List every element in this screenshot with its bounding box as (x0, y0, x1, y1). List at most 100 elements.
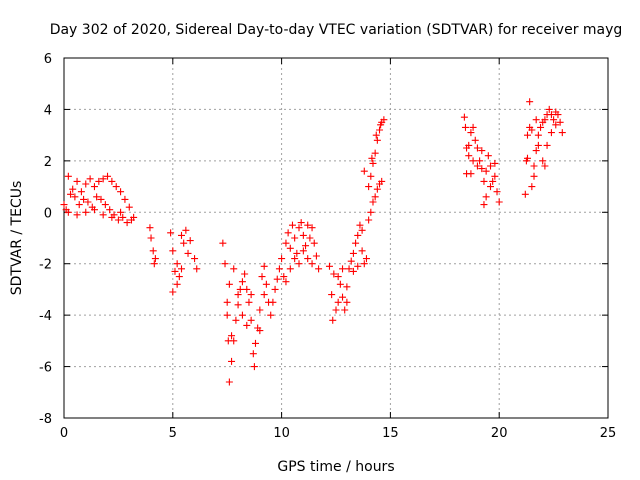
data-point (378, 177, 386, 185)
data-point (71, 193, 79, 201)
data-point (147, 234, 155, 242)
data-point (173, 260, 181, 268)
data-point (223, 311, 231, 319)
data-point (186, 237, 194, 245)
data-point (284, 229, 292, 237)
data-point (247, 316, 255, 324)
data-point (121, 195, 129, 203)
x-tick-label: 5 (169, 426, 177, 441)
data-point (286, 265, 294, 273)
data-point (269, 298, 277, 306)
y-tick-label: -8 (39, 412, 52, 427)
data-point (234, 291, 242, 299)
data-point (469, 157, 477, 165)
data-point (376, 126, 384, 134)
data-point (293, 249, 301, 257)
data-point (243, 285, 251, 293)
data-point (530, 172, 538, 180)
data-point (547, 129, 555, 137)
data-point (537, 123, 545, 131)
data-point (308, 260, 316, 268)
data-point (362, 255, 370, 263)
data-point (558, 129, 566, 137)
y-tick-label: -2 (39, 258, 52, 273)
y-tick-label: -4 (39, 309, 52, 324)
data-point (73, 177, 81, 185)
data-point (547, 111, 555, 119)
data-point (243, 321, 251, 329)
data-point (302, 242, 310, 250)
x-tick-label: 10 (273, 426, 290, 441)
data-point (545, 105, 553, 113)
data-point (171, 267, 179, 275)
data-point (282, 239, 290, 247)
data-point (463, 170, 471, 178)
data-point (297, 219, 305, 227)
data-point (332, 306, 340, 314)
data-point (125, 203, 133, 211)
data-point (330, 270, 338, 278)
data-point (360, 260, 368, 268)
data-point (119, 213, 127, 221)
data-point (275, 265, 283, 273)
data-point (526, 123, 534, 131)
data-point (234, 301, 242, 309)
data-point (495, 198, 503, 206)
data-point (543, 141, 551, 149)
y-tick-label: -6 (39, 361, 52, 376)
data-point (336, 280, 344, 288)
data-point (310, 239, 318, 247)
data-point (308, 224, 316, 232)
data-point (460, 113, 468, 121)
data-point (534, 131, 542, 139)
data-point (288, 221, 296, 229)
data-point (532, 116, 540, 124)
data-point (478, 147, 486, 155)
data-point (339, 293, 347, 301)
data-point (467, 129, 475, 137)
data-point (260, 262, 268, 270)
data-point (238, 278, 246, 286)
data-point (349, 249, 357, 257)
data-point (367, 208, 375, 216)
data-point (482, 167, 490, 175)
data-point (236, 285, 244, 293)
data-point (358, 247, 366, 255)
data-point (117, 188, 125, 196)
data-point (221, 260, 229, 268)
x-tick-label: 0 (60, 426, 68, 441)
data-point (486, 183, 494, 191)
data-point (178, 265, 186, 273)
data-point (282, 278, 290, 286)
data-point (482, 193, 490, 201)
data-point (146, 224, 154, 232)
data-point (365, 183, 373, 191)
data-point (541, 162, 549, 170)
data-point (341, 306, 349, 314)
data-point (473, 144, 481, 152)
chart-title: Day 302 of 2020, Sidereal Day-to-day VTE… (50, 22, 623, 38)
data-point (291, 255, 299, 263)
data-point (167, 229, 175, 237)
data-point (249, 350, 257, 358)
data-point (539, 157, 547, 165)
data-point (175, 273, 183, 281)
data-point (523, 131, 531, 139)
data-point (223, 298, 231, 306)
data-point (73, 211, 81, 219)
data-point (104, 172, 112, 180)
data-point (271, 285, 279, 293)
data-point (247, 291, 255, 299)
data-point (180, 239, 188, 247)
data-point (345, 265, 353, 273)
data-point (480, 177, 488, 185)
data-point (267, 311, 275, 319)
data-point (251, 339, 259, 347)
data-point (291, 234, 299, 242)
data-point (299, 247, 307, 255)
data-point (82, 208, 90, 216)
x-tick-label: 25 (600, 426, 617, 441)
data-point (299, 231, 307, 239)
data-point (329, 316, 337, 324)
y-tick-label: 2 (44, 155, 52, 170)
